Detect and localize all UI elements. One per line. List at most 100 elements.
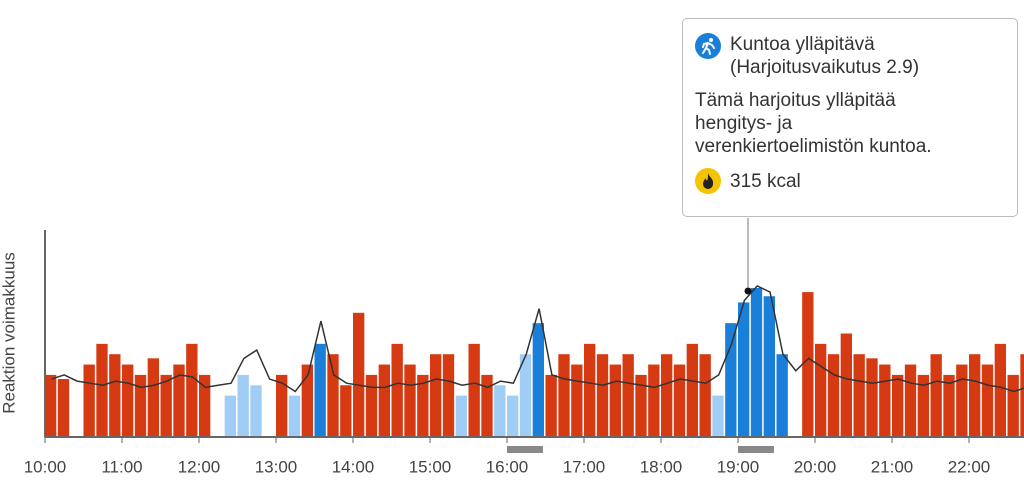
bar [866, 358, 878, 437]
bar [892, 374, 904, 437]
bar [519, 354, 532, 437]
x-tick-label: 18:00 [640, 457, 683, 476]
bar [558, 354, 570, 437]
bar [635, 374, 647, 437]
bar [160, 374, 172, 437]
bar [622, 354, 634, 437]
bar [917, 374, 929, 437]
bar [186, 343, 198, 437]
y-axis-label: Reaktion voimakkuus [0, 252, 18, 414]
bar [981, 364, 994, 437]
bar [430, 354, 442, 437]
bar [378, 364, 390, 437]
bar [802, 292, 814, 437]
bar [827, 354, 840, 437]
tooltip: Kuntoa ylläpitävä (Harjoitusvaikutus 2.9)… [682, 18, 1018, 217]
energy-icon [695, 168, 721, 194]
bar [904, 364, 917, 437]
bar [109, 354, 121, 437]
bar [481, 374, 493, 437]
bar [532, 323, 544, 437]
bar [288, 395, 301, 437]
x-tick-label: 16:00 [486, 457, 529, 476]
bar [301, 364, 313, 437]
bar [776, 354, 788, 437]
bar [442, 354, 455, 437]
bar [738, 302, 750, 437]
bar [609, 364, 621, 437]
bar [353, 312, 365, 437]
tooltip-text: Tämä harjoitus ylläpitää [695, 90, 896, 111]
x-tick-label: 14:00 [332, 457, 375, 476]
bar [391, 343, 403, 437]
bar [173, 364, 185, 437]
bar [596, 354, 609, 437]
bar [853, 354, 865, 437]
bar [45, 374, 57, 437]
bar [1007, 374, 1019, 437]
bar [314, 343, 326, 437]
bar [969, 354, 981, 437]
bar [455, 395, 467, 437]
bar [468, 343, 480, 437]
x-tick-label: 12:00 [178, 457, 221, 476]
bar [96, 343, 108, 437]
x-tick-label: 11:00 [101, 457, 142, 476]
bar [134, 374, 147, 437]
exercise-marker [738, 446, 774, 453]
tooltip-subtitle: (Harjoitusvaikutus 2.9) [730, 57, 920, 78]
bar [224, 395, 236, 437]
bar [725, 323, 737, 437]
bar [276, 374, 288, 437]
bar [57, 379, 70, 437]
bar [712, 395, 724, 437]
tooltip-text: verenkiertoelimistön kuntoa. [695, 136, 932, 157]
bar [122, 364, 134, 437]
energy: 315 kcal [730, 170, 801, 192]
bar [840, 333, 852, 437]
x-tick-label: 17:00 [563, 457, 606, 476]
bar [404, 364, 416, 437]
bar [147, 358, 159, 437]
bar [1020, 354, 1024, 437]
bar [340, 385, 352, 437]
bar [763, 296, 775, 437]
bar [199, 374, 211, 437]
bar [83, 364, 95, 437]
bar [365, 374, 378, 437]
bar [545, 374, 557, 437]
x-tick-label: 10:00 [24, 457, 67, 476]
bar [943, 374, 955, 437]
bar [661, 354, 673, 437]
bar [994, 343, 1006, 437]
bar [571, 364, 583, 437]
bar [686, 343, 698, 437]
x-tick-label: 21:00 [871, 457, 914, 476]
bar [648, 364, 660, 437]
bar [673, 364, 686, 437]
x-tick-label: 19:00 [717, 457, 760, 476]
bar [417, 374, 429, 437]
x-tick-label: 13:00 [255, 457, 298, 476]
pointer-dot [744, 287, 752, 295]
bar [327, 354, 339, 437]
bar [930, 354, 942, 437]
bar [750, 287, 763, 437]
bar [250, 385, 262, 437]
bar [494, 385, 506, 437]
bar [879, 364, 891, 437]
line [51, 284, 1024, 393]
x-tick-label: 20:00 [794, 457, 837, 476]
tooltip-text: hengitys- ja [695, 113, 793, 134]
bar [815, 343, 827, 437]
bar [507, 395, 519, 437]
bar [956, 364, 968, 437]
bar [584, 343, 596, 437]
x-tick-label: 15:00 [409, 457, 452, 476]
bar [699, 354, 711, 437]
run-icon [695, 33, 721, 59]
bar [237, 374, 249, 437]
x-tick-label: 22:00 [948, 457, 991, 476]
